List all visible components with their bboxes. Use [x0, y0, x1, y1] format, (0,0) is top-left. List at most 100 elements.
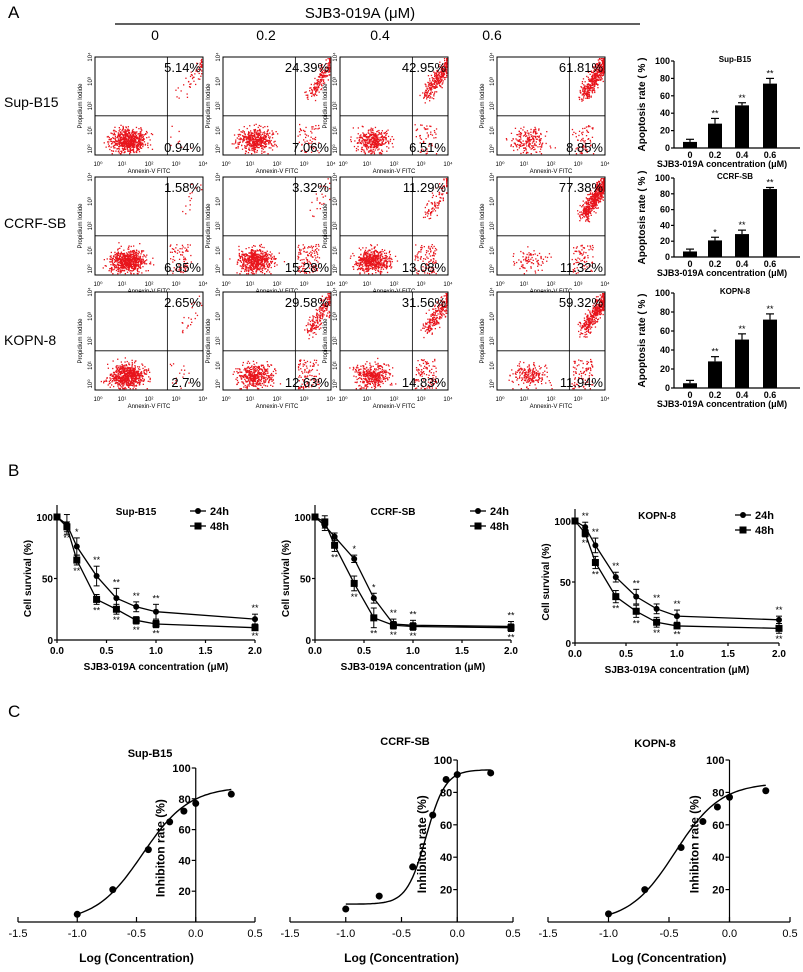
event-dot [437, 71, 439, 74]
event-dot [188, 196, 190, 198]
event-dot [601, 68, 603, 70]
event-dot [446, 68, 448, 71]
event-dot [151, 133, 154, 136]
event-dot [122, 128, 124, 130]
event-dot [592, 66, 594, 68]
event-dot [137, 270, 139, 272]
event-dot [121, 260, 123, 262]
event-dot [444, 76, 446, 79]
event-dot [130, 140, 132, 142]
event-dot [327, 66, 329, 68]
event-dot [299, 123, 301, 126]
event-dot [133, 139, 135, 142]
event-dot [433, 82, 435, 85]
event-dot [324, 72, 327, 74]
event-dot [592, 127, 594, 129]
event-dot [581, 86, 583, 89]
event-dot [367, 252, 369, 254]
event-dot [593, 73, 595, 75]
event-dot [369, 129, 371, 131]
event-dot [375, 268, 377, 270]
event-dot [138, 250, 140, 252]
event-dot [124, 134, 126, 136]
event-dot [533, 130, 535, 132]
event-dot [367, 142, 369, 144]
event-dot [314, 136, 317, 139]
event-dot [184, 270, 186, 273]
event-dot [440, 67, 443, 70]
event-dot [378, 139, 380, 142]
event-dot [121, 258, 123, 261]
event-dot [369, 140, 371, 142]
event-dot [312, 138, 314, 140]
event-dot [592, 82, 594, 84]
event-dot [596, 68, 599, 71]
event-dot [116, 140, 118, 142]
event-dot [136, 144, 138, 147]
event-dot [314, 270, 316, 272]
event-dot [594, 91, 596, 94]
event-dot [443, 74, 445, 76]
event-dot [377, 136, 379, 138]
event-dot [242, 267, 244, 269]
event-dot [425, 213, 427, 215]
event-dot [128, 245, 130, 247]
event-dot [523, 143, 525, 145]
event-dot [583, 91, 585, 93]
event-dot [596, 67, 598, 69]
event-dot [201, 66, 203, 68]
event-dot [527, 152, 529, 154]
event-dot [320, 83, 322, 85]
event-dot [601, 61, 604, 63]
event-dot [112, 257, 114, 259]
event-dot [303, 251, 305, 253]
event-dot [428, 200, 430, 202]
event-dot [596, 70, 598, 72]
event-dot [237, 145, 239, 148]
event-dot [439, 76, 441, 78]
event-dot [231, 143, 233, 145]
event-dot [123, 138, 125, 140]
event-dot [132, 144, 134, 146]
event-dot [426, 98, 428, 100]
event-dot [242, 254, 244, 256]
event-dot [122, 254, 124, 257]
event-dot [360, 261, 362, 264]
event-dot [444, 70, 447, 72]
event-dot [582, 146, 584, 148]
event-dot [323, 76, 325, 78]
event-dot [382, 136, 385, 138]
event-dot [142, 256, 144, 258]
event-dot [147, 146, 149, 149]
event-dot [373, 137, 375, 140]
event-dot [263, 141, 265, 143]
event-dot [313, 252, 316, 254]
event-dot [257, 267, 259, 269]
event-dot [248, 133, 250, 135]
event-dot [593, 86, 595, 88]
event-dot [141, 250, 144, 252]
event-dot [109, 148, 111, 151]
event-dot [248, 134, 250, 137]
event-dot [590, 86, 592, 88]
event-dot [112, 257, 114, 260]
event-dot [118, 242, 120, 244]
event-dot [118, 144, 121, 146]
event-dot [440, 78, 442, 80]
event-dot [110, 150, 113, 152]
event-dot [383, 143, 385, 145]
event-dot [263, 246, 265, 249]
event-dot [136, 141, 138, 143]
event-dot [135, 264, 137, 266]
event-dot [389, 256, 391, 258]
event-dot [242, 251, 244, 253]
event-dot [253, 261, 255, 263]
event-dot [374, 143, 376, 145]
event-dot [129, 270, 131, 272]
event-dot [431, 202, 434, 204]
event-dot [532, 137, 535, 139]
event-dot [318, 75, 321, 78]
event-dot [125, 261, 127, 263]
event-dot [108, 141, 110, 143]
event-dot [253, 140, 255, 143]
